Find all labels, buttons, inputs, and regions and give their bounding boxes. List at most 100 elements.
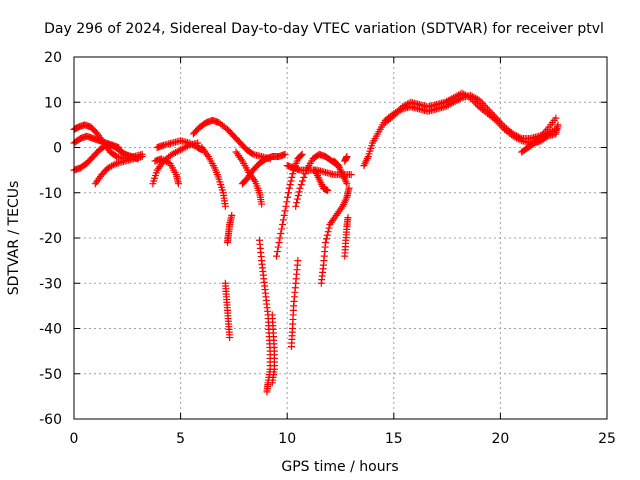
- data-point: [322, 239, 330, 247]
- chart-tick-labels: 0 5 10 15 20 25 20 10 0 -10 -20 -30 -40 -50 -60: [39, 50, 616, 447]
- data-point: [472, 99, 480, 107]
- series-arc-8: [189, 116, 274, 163]
- data-point: [554, 121, 562, 129]
- data-point: [297, 151, 305, 159]
- data-point: [292, 202, 300, 210]
- data-point: [277, 229, 285, 237]
- data-point: [552, 114, 560, 122]
- data-point: [283, 198, 291, 206]
- data-point: [299, 177, 307, 185]
- series-arc-17: [287, 257, 302, 351]
- data-point: [263, 388, 271, 396]
- data-point: [174, 180, 182, 188]
- y-tick-label: -10: [39, 186, 62, 202]
- data-point: [294, 257, 302, 265]
- data-point: [287, 177, 295, 185]
- data-point: [285, 184, 293, 192]
- y-axis-label: SDTVAR / TECUs: [6, 181, 22, 296]
- data-point: [115, 144, 123, 151]
- data-point: [224, 239, 232, 247]
- data-point: [490, 115, 498, 123]
- data-point: [226, 334, 234, 342]
- series-arc-26: [381, 89, 560, 147]
- data-point: [268, 379, 276, 387]
- data-point: [281, 207, 289, 215]
- y-tick-label: 20: [44, 50, 62, 66]
- data-point: [276, 234, 284, 242]
- data-point: [281, 150, 289, 158]
- x-tick-label: 20: [491, 431, 509, 447]
- data-point: [289, 170, 297, 178]
- y-tick-label: -50: [39, 367, 62, 383]
- data-point: [301, 170, 309, 178]
- data-point: [343, 153, 351, 161]
- data-point: [273, 248, 281, 256]
- data-point: [279, 216, 287, 224]
- data-point: [542, 133, 550, 141]
- chart-marks: [70, 89, 562, 396]
- chart-title: Day 296 of 2024, Sidereal Day-to-day VTE…: [44, 21, 604, 37]
- data-point: [286, 181, 294, 189]
- series-arc-16: [268, 311, 278, 387]
- y-tick-label: -30: [39, 276, 62, 292]
- series-arc-23: [341, 214, 352, 260]
- series-arc-20: [311, 166, 332, 194]
- x-tick-label: 10: [278, 431, 296, 447]
- data-point: [297, 181, 305, 189]
- data-point: [388, 113, 396, 121]
- series-arc-24: [341, 153, 351, 165]
- x-axis-label: GPS time / hours: [281, 459, 398, 475]
- data-point: [343, 180, 351, 188]
- data-point: [248, 149, 256, 157]
- data-point: [300, 173, 308, 181]
- plot-frame: [73, 56, 608, 420]
- x-tick-label: 25: [598, 431, 616, 447]
- chart-grid: [74, 57, 607, 419]
- data-point: [295, 188, 303, 196]
- data-point: [221, 202, 229, 210]
- data-point: [293, 199, 301, 207]
- data-point: [347, 171, 355, 179]
- data-point: [111, 160, 119, 168]
- y-tick-label: -60: [39, 412, 62, 428]
- x-tick-label: 0: [70, 431, 79, 447]
- series-arc-22: [330, 157, 351, 188]
- series-arc-6: [151, 155, 182, 188]
- series-arc-10: [224, 211, 236, 247]
- x-tick-label: 15: [385, 431, 403, 447]
- series-arc-21: [317, 184, 353, 287]
- data-point: [323, 231, 331, 239]
- data-point: [296, 184, 304, 192]
- series-arc-9: [198, 144, 229, 210]
- data-point: [284, 189, 292, 197]
- y-tick-label: 10: [44, 95, 62, 111]
- data-point: [344, 214, 352, 222]
- data-point: [275, 239, 283, 247]
- data-point: [294, 191, 302, 199]
- data-point: [298, 150, 306, 158]
- series-arc-3: [70, 132, 123, 151]
- data-point: [280, 211, 288, 219]
- data-point: [274, 243, 282, 251]
- data-point: [288, 173, 296, 181]
- series-arc-4: [91, 153, 146, 188]
- data-point: [282, 202, 290, 210]
- y-tick-label: -40: [39, 322, 62, 338]
- series-arc-25: [360, 91, 560, 170]
- series-arc-14: [255, 236, 274, 396]
- data-point: [138, 153, 146, 161]
- data-point: [325, 224, 333, 232]
- data-point: [278, 225, 286, 233]
- y-tick-label: -20: [39, 231, 62, 247]
- data-point: [293, 195, 301, 203]
- series-arc-27: [518, 121, 562, 156]
- series-arc-11: [221, 279, 234, 342]
- data-point: [516, 136, 524, 144]
- data-point: [258, 200, 266, 208]
- data-point: [111, 152, 119, 160]
- data-point: [273, 252, 281, 260]
- data-point: [164, 158, 172, 166]
- data-point: [279, 220, 287, 228]
- data-point: [324, 228, 332, 236]
